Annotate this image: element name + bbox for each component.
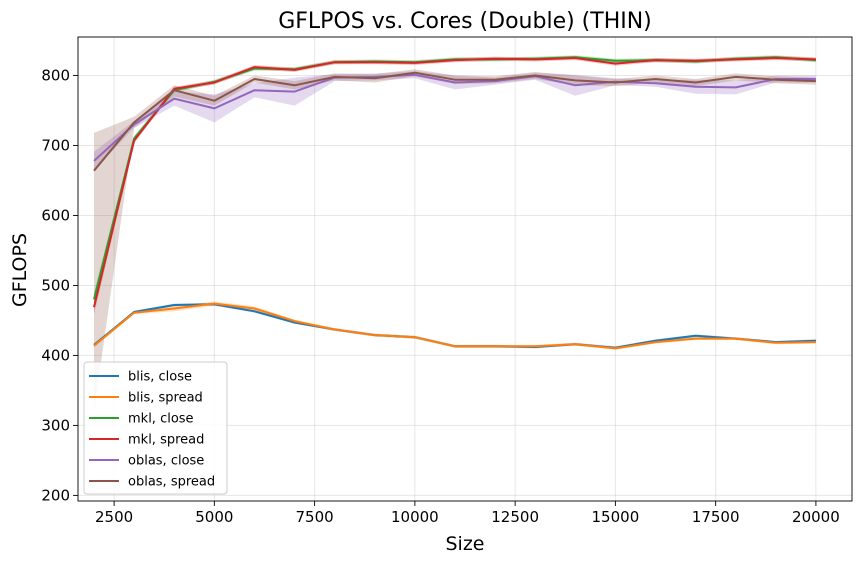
- x-tick-label: 10000: [391, 508, 439, 526]
- x-tick-label: 17500: [692, 508, 740, 526]
- x-tick-label: 5000: [195, 508, 233, 526]
- confidence-bands: [94, 55, 816, 412]
- legend-label: mkl, close: [128, 412, 194, 427]
- x-tick-label: 12500: [491, 508, 539, 526]
- y-tick-label: 700: [41, 136, 70, 154]
- legend-label: oblas, close: [128, 454, 204, 469]
- x-tick-label: 2500: [95, 508, 133, 526]
- confidence-band-0: [94, 302, 816, 350]
- y-tick-label: 600: [41, 206, 70, 224]
- legend-label: blis, close: [128, 370, 192, 385]
- legend-label: mkl, spread: [128, 433, 204, 448]
- series-lines: [93, 56, 816, 350]
- series-line-5: [93, 71, 816, 172]
- series-line-4: [93, 73, 816, 162]
- series-line-1: [93, 302, 816, 350]
- y-tick-label: 300: [41, 416, 70, 434]
- chart-title: GFLPOS vs. Cores (Double) (THIN): [278, 9, 652, 34]
- confidence-band-1: [94, 301, 816, 350]
- x-tick-label: 20000: [792, 508, 840, 526]
- x-tick-label: 15000: [592, 508, 640, 526]
- y-axis: 200 300 400 500 600 700 800: [41, 66, 78, 504]
- legend-box: [83, 361, 228, 495]
- y-tick-label: 200: [41, 486, 70, 504]
- y-tick-label: 800: [41, 66, 70, 84]
- confidence-band-4: [94, 71, 816, 170]
- y-axis-label: GFLOPS: [9, 233, 31, 307]
- x-axis: 2500 5000 7500 10000 12500 15000 17500 20000: [95, 501, 840, 526]
- grid: [78, 37, 852, 501]
- legend-label: oblas, spread: [128, 475, 215, 490]
- x-tick-label: 7500: [296, 508, 334, 526]
- x-axis-label: Size: [445, 533, 484, 555]
- legend: blis, close blis, spread mkl, close mkl, sp…: [83, 361, 228, 495]
- legend-label: blis, spread: [128, 391, 203, 406]
- plot-frame: [77, 36, 853, 502]
- y-tick-label: 400: [41, 346, 70, 364]
- y-tick-label: 500: [41, 276, 70, 294]
